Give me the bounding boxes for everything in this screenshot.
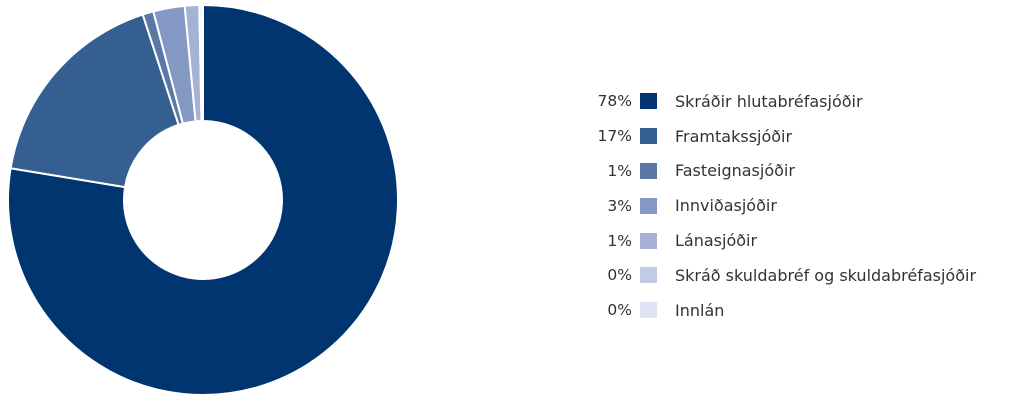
- legend-label: Innviðasjóðir: [675, 196, 777, 216]
- legend-label: Framtakssjóðir: [675, 126, 793, 146]
- legend-item: 78% Skráðir hlutabréfasjóðir: [560, 84, 1020, 119]
- legend-swatch: [640, 232, 657, 249]
- legend-swatch: [640, 302, 657, 319]
- chart-legend: 78% Skráðir hlutabréfasjóðir 17% Framtakssj…: [560, 84, 1020, 328]
- legend-value-label: 0%: [607, 301, 632, 320]
- legend-item: 3% Innviðasjóðir: [560, 188, 1020, 223]
- legend-label: Skráð skuldabréf og skuldabréfasjóðir: [675, 265, 977, 285]
- legend-item: 1% Lánasjóðir: [560, 223, 1020, 258]
- legend-item: 1% Fasteignasjóðir: [560, 154, 1020, 189]
- donut-chart: [7, 4, 399, 395]
- donut-slice-1: [9, 13, 180, 189]
- legend-label: Lánasjóðir: [675, 231, 758, 251]
- donut-slice-6: [200, 4, 204, 123]
- legend-swatch: [640, 267, 657, 284]
- legend-swatch: [640, 128, 657, 145]
- legend-value-label: 17%: [597, 127, 632, 146]
- legend-label: Innlán: [675, 300, 725, 320]
- legend-label: Skráðir hlutabréfasjóðir: [675, 91, 863, 111]
- legend-value-label: 78%: [597, 92, 632, 111]
- legend-item: 0% Innlán: [560, 293, 1020, 328]
- donut-slice-0: [7, 4, 399, 395]
- legend-item: 0% Skráð skuldabréf og skuldabréfasjóðir: [560, 258, 1020, 293]
- legend-value-label: 1%: [607, 231, 632, 250]
- legend-swatch: [640, 197, 657, 214]
- legend-swatch: [640, 93, 657, 110]
- legend-label: Fasteignasjóðir: [675, 161, 795, 181]
- legend-value-label: 0%: [607, 266, 632, 285]
- legend-value-label: 3%: [607, 196, 632, 215]
- legend-item: 17% Framtakssjóðir: [560, 119, 1020, 154]
- legend-value-label: 1%: [607, 161, 632, 180]
- legend-swatch: [640, 162, 657, 179]
